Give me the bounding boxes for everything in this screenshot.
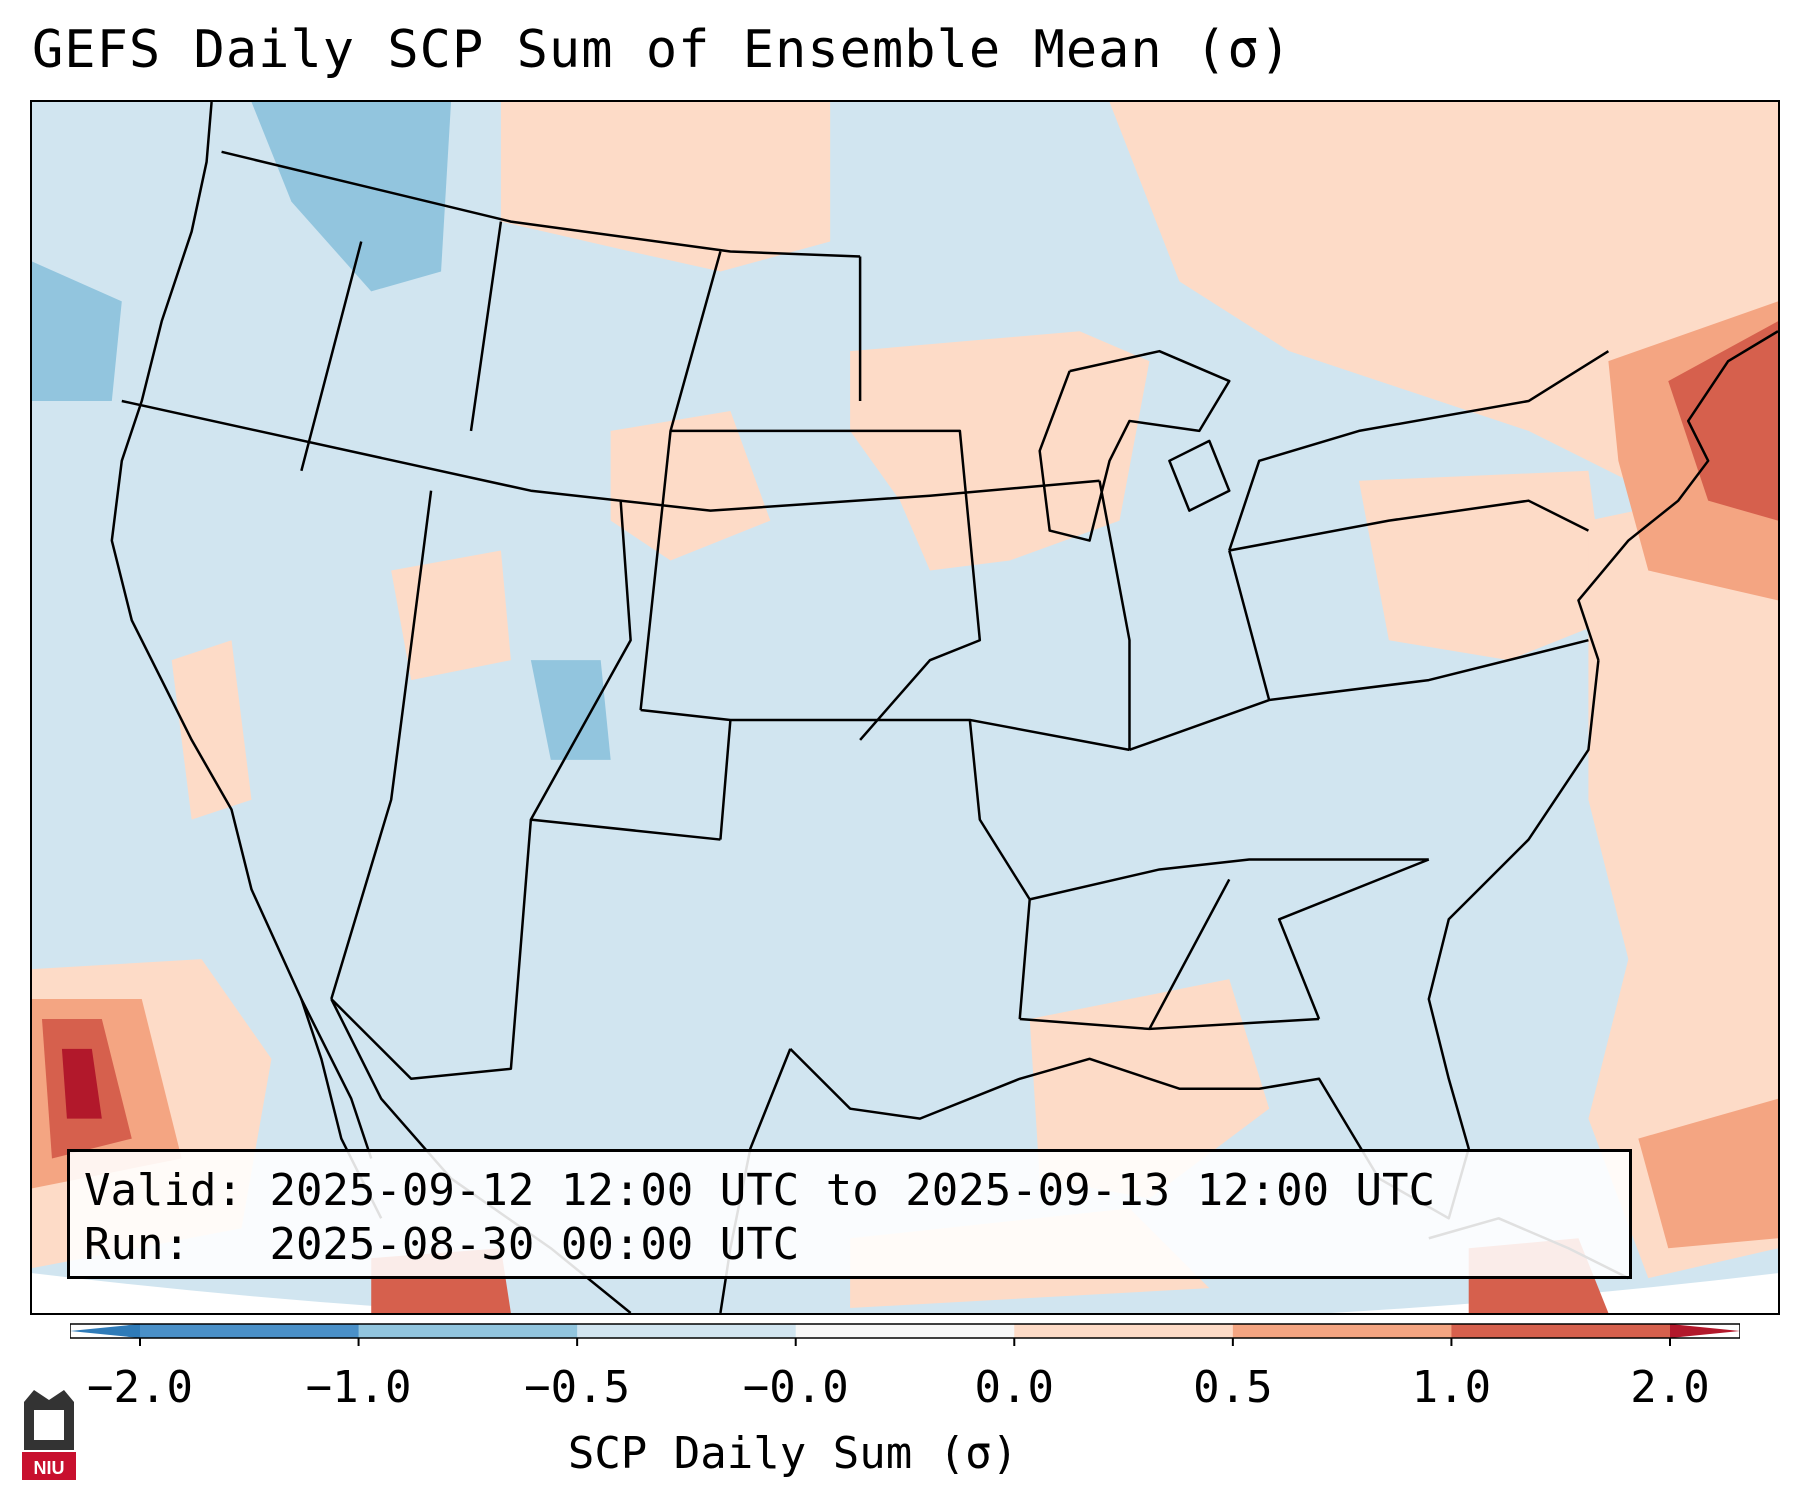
great-lakes-outline [1038,349,1231,542]
niu-banner-icon [22,1452,76,1480]
map-domain [32,102,1778,1313]
colorbar-bins [70,1324,1740,1346]
anomaly-region [251,102,452,292]
colorbar-bin [70,1324,140,1338]
colorbar-bin [1232,1324,1452,1338]
page-title: GEFS Daily SCP Sum of Ensemble Mean (σ) [32,20,1292,80]
anomaly-region [850,331,1150,571]
colorbar-bin [358,1324,578,1338]
colorbar-tick-label: −0.0 [742,1362,849,1413]
colorbar-tick-label: −2.0 [87,1362,193,1413]
colorbar-tick-label: 0.5 [1193,1362,1273,1413]
map-panel [30,100,1780,1315]
anomaly-region [1668,321,1778,521]
anomaly-region [32,261,122,402]
map-svg [32,102,1778,1313]
colorbar-outline [70,1323,1740,1339]
canada-border [221,150,861,258]
colorbar [70,1323,1740,1346]
colorbar-bin [140,1324,360,1338]
west-coastline [110,102,373,1159]
colorbar-bin [795,1324,1015,1338]
valid-label: Valid: [84,1165,243,1216]
colorbar-bin [577,1324,797,1338]
niu-shield-window-icon [34,1410,64,1440]
anomaly-region [1588,480,1778,1279]
anomaly-region [61,1048,102,1119]
anomaly-region [171,640,252,820]
east-coastline [1577,330,1778,661]
run-time: 2025-08-30 00:00 UTC [269,1219,800,1270]
anomaly-region [530,660,611,760]
anomaly-region [500,102,831,272]
colorbar-tick-label: 1.0 [1411,1362,1492,1413]
colorbar-tick-label: 0.0 [974,1362,1055,1413]
run-label: Run: [84,1219,190,1270]
colorbar-tick-label: 2.0 [1630,1362,1710,1413]
anomaly-region [610,410,771,561]
colorbar-bin [1451,1324,1671,1338]
anomaly-region [391,550,511,681]
anomaly-region [1358,470,1609,661]
state-borders [121,221,1610,1081]
colorbar-tick-label: −0.5 [524,1362,631,1413]
colorbar-bin [1014,1324,1234,1338]
anomaly-region [1029,979,1270,1199]
colorbar-label: SCP Daily Sum (σ) [567,1428,1019,1479]
niu-logo-text: NIU [34,1458,65,1478]
colorbar-tick-label: −1.0 [305,1362,412,1413]
colorbar-bin [1670,1324,1740,1338]
niu-logo: NIU [22,1390,76,1480]
valid-time-range: 2025-09-12 12:00 UTC to 2025-09-13 12:00… [269,1165,1436,1216]
anomaly-region [1638,1098,1778,1249]
valid-run-info-box: Valid: 2025-09-12 12:00 UTC to 2025-09-1… [67,1149,1632,1279]
